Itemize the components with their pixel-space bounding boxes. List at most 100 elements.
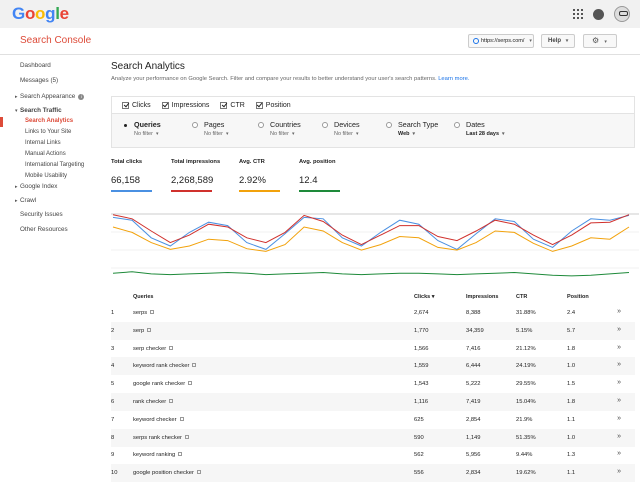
expand-row-icon[interactable]: » [617, 414, 621, 422]
external-link-icon[interactable] [169, 399, 174, 403]
position-cell: 2.4 [567, 310, 575, 316]
checkbox-checked-icon[interactable] [122, 101, 129, 109]
metric-toggle-clicks[interactable]: Clicks [122, 101, 151, 109]
expand-row-icon[interactable]: » [617, 397, 621, 404]
external-link-icon[interactable] [147, 327, 152, 332]
metric-toggle-impressions[interactable]: Impressions [161, 101, 209, 109]
help-button[interactable]: Help ▾ [541, 34, 575, 48]
radio-icon[interactable] [386, 122, 392, 128]
chevron-down-icon[interactable]: ▾ [15, 108, 18, 114]
sidebar-item-security-issues[interactable]: Security Issues [20, 211, 63, 218]
group-filter-dropdown[interactable]: Web ▾ [398, 131, 415, 137]
expand-row-icon[interactable]: » [617, 361, 621, 369]
total-card-avg-ctr[interactable]: Avg. CTR 2.92% [239, 159, 280, 193]
header-ctr[interactable]: CTR [516, 294, 528, 300]
google-logo[interactable]: Google [12, 4, 69, 24]
header-queries[interactable]: Queries [133, 294, 154, 300]
sidebar-item-links-to-site[interactable]: Links to Your Site [25, 129, 72, 135]
header-clicks[interactable]: Clicks ▾ [414, 294, 435, 300]
radio-icon[interactable] [454, 122, 460, 128]
group-filter-dropdown[interactable]: No filter ▾ [204, 131, 228, 137]
external-link-icon[interactable] [192, 363, 197, 368]
external-link-icon[interactable] [179, 416, 184, 421]
external-link-icon[interactable] [188, 381, 193, 386]
table-row[interactable]: 10 google position checker 556 2,834 19.62% 1… [111, 464, 635, 483]
query-cell[interactable]: keyword checker [133, 416, 184, 423]
radio-icon[interactable] [192, 122, 198, 128]
metric-toggle-ctr[interactable]: CTR [220, 101, 245, 109]
table-row[interactable]: 9 keyword ranking 562 5,956 9.44% 1.3 » [111, 446, 635, 464]
avatar[interactable] [614, 6, 630, 22]
expand-row-icon[interactable]: » [617, 432, 621, 440]
checkbox-checked-icon[interactable] [255, 101, 263, 109]
query-cell[interactable]: serps rank checker [133, 434, 189, 441]
total-card-total-impressions[interactable]: Total impressions 2,268,589 [171, 159, 220, 193]
expand-row-icon[interactable]: » [617, 468, 621, 476]
total-card-avg-position[interactable]: Avg. position 12.4 [299, 159, 340, 193]
ctr-cell-text: 29.55% [516, 381, 536, 388]
query-cell[interactable]: keyword rank checker [133, 363, 197, 369]
query-cell[interactable]: rank checker [133, 399, 174, 405]
table-row[interactable]: 5 google rank checker 1,543 5,222 29.55% 1.5 » [111, 375, 635, 393]
query-cell[interactable]: serp [133, 327, 152, 334]
sidebar-item-crawl[interactable]: Crawl [20, 197, 37, 204]
chevron-right-icon[interactable]: ▸ [15, 94, 18, 100]
sidebar-item-international-targeting[interactable]: International Targeting [25, 162, 85, 168]
checkbox-checked-icon[interactable] [161, 101, 169, 109]
total-card-total-clicks[interactable]: Total clicks 66,158 [111, 159, 152, 193]
group-filter-dropdown[interactable]: No filter ▾ [334, 131, 358, 137]
notifications-icon[interactable] [593, 8, 604, 20]
query-cell[interactable]: keyword ranking [133, 452, 183, 458]
table-row[interactable]: 8 serps rank checker 590 1,149 51.35% 1.0 » [111, 428, 635, 447]
table-row[interactable]: 6 rank checker 1,116 7,419 15.04% 1.8 » [111, 393, 635, 411]
external-link-icon[interactable] [184, 434, 189, 439]
radio-icon[interactable] [258, 122, 264, 128]
sidebar-item-search-analytics[interactable]: Search Analytics [25, 118, 74, 124]
settings-button[interactable]: ⚙ ▾ [583, 34, 617, 48]
header-position[interactable]: Position [567, 294, 589, 300]
site-selector[interactable]: https://serps.com/ ▾ [468, 34, 534, 48]
query-cell[interactable]: google position checker [133, 470, 201, 476]
expand-row-icon[interactable]: » [617, 343, 621, 351]
learn-more-link[interactable]: Learn more. [438, 76, 470, 82]
metric-toggle-label: CTR [230, 101, 245, 109]
external-link-icon[interactable] [150, 310, 155, 314]
table-row[interactable]: 2 serp 1,770 34,359 5.15% 5.7 » [111, 321, 635, 340]
expand-row-icon[interactable]: » [617, 379, 621, 387]
table-row[interactable]: 7 keyword checker 625 2,854 21.9% 1.1 » [111, 411, 635, 429]
sidebar-item-other-resources[interactable]: Other Resources [20, 226, 68, 233]
metric-toggle-position[interactable]: Position [255, 101, 291, 109]
sidebar-item-google-index[interactable]: Google Index [20, 183, 58, 190]
sidebar-item-search-appearance[interactable]: Search Appearance i [20, 93, 85, 100]
external-link-icon[interactable] [178, 452, 183, 457]
apps-grid-icon[interactable] [573, 9, 583, 19]
chevron-right-icon[interactable]: ▸ [15, 184, 18, 190]
group-filter-dropdown[interactable]: No filter ▾ [270, 131, 294, 137]
sidebar-item-dashboard[interactable]: Dashboard [20, 62, 51, 69]
info-icon[interactable]: i [78, 94, 85, 100]
query-cell[interactable]: serp checker [133, 345, 174, 352]
query-cell[interactable]: google rank checker [133, 381, 193, 387]
sidebar-item-mobile-usability[interactable]: Mobile Usability [25, 173, 68, 179]
product-title[interactable]: Search Console [20, 35, 92, 46]
external-link-icon[interactable] [169, 345, 174, 350]
sidebar-item-search-traffic[interactable]: Search Traffic [20, 107, 62, 114]
sidebar-item-messages[interactable]: Messages (5) [20, 77, 59, 84]
sidebar-item-manual-actions[interactable]: Manual Actions [25, 151, 66, 157]
group-filter-dropdown[interactable]: Last 28 days ▾ [466, 131, 505, 137]
table-row[interactable]: 3 serp checker 1,566 7,416 21.12% 1.8 » [111, 340, 635, 358]
external-link-icon[interactable] [196, 470, 201, 475]
radio-icon[interactable] [322, 122, 328, 128]
expand-row-icon[interactable]: » [617, 450, 621, 458]
expand-row-icon[interactable]: » [617, 325, 621, 333]
expand-row-icon[interactable]: » [617, 308, 621, 315]
header-impressions[interactable]: Impressions [466, 294, 499, 300]
checkbox-checked-icon[interactable] [220, 101, 228, 109]
query-cell[interactable]: serps [133, 310, 155, 316]
chevron-right-icon[interactable]: ▸ [15, 198, 18, 204]
sidebar-item-internal-links[interactable]: Internal Links [25, 140, 61, 146]
group-filter-dropdown[interactable]: No filter ▾ [134, 131, 158, 137]
radio-selected-icon[interactable] [122, 122, 128, 128]
table-row[interactable]: 1 serps 2,674 8,388 31.88% 2.4 » [111, 304, 635, 322]
table-row[interactable]: 4 keyword rank checker 1,559 6,444 24.19% 1.0… [111, 357, 635, 376]
